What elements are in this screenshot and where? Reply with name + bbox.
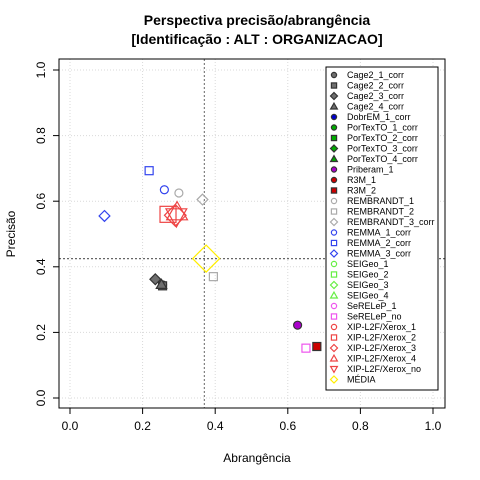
data-point — [98, 209, 111, 223]
legend-marker — [330, 82, 338, 89]
x-tick-label: 1.0 — [425, 419, 442, 433]
legend-marker — [330, 166, 338, 173]
x-tick-label: 0.0 — [62, 419, 79, 433]
legend-label: XIP-L2F/Xerox_1 — [347, 322, 416, 332]
legend-marker — [330, 187, 338, 194]
legend-label: Cage2_3_corr — [347, 91, 404, 101]
data-point — [208, 272, 218, 282]
legend-marker — [329, 101, 339, 110]
legend-label: Cage2_1_corr — [347, 70, 404, 80]
legend-label: R3M_1 — [347, 175, 376, 185]
legend-label: XIP-L2F/Xerox_4 — [347, 354, 416, 364]
chart-title-line2: [Identificação : ALT : ORGANIZACAO] — [131, 31, 382, 47]
data-point — [301, 343, 311, 353]
legend-label: REMMA_3_corr — [347, 249, 411, 259]
legend-label: REMBRANDT_3_corr — [347, 217, 435, 227]
y-tick-label: 1.0 — [34, 61, 48, 78]
legend-label: Priberam_1 — [347, 165, 394, 175]
legend-label: PorTexTO_3_corr — [347, 144, 418, 154]
legend-label: XIP-L2F/Xerox_2 — [347, 333, 416, 343]
y-tick-label: 0.0 — [34, 389, 48, 406]
legend-label: R3M_2 — [347, 186, 376, 196]
legend-marker — [329, 280, 339, 290]
data-point — [293, 320, 303, 330]
legend-marker — [329, 217, 339, 227]
y-tick-label: 0.6 — [34, 193, 48, 210]
chart-title-line1: Perspectiva precisão/abrangência — [144, 12, 371, 28]
x-tick-label: 0.6 — [279, 419, 296, 433]
legend-marker — [330, 334, 338, 341]
y-tick-label: 0.2 — [34, 324, 48, 341]
legend-marker — [330, 124, 338, 131]
legend-marker — [329, 249, 339, 258]
legend-label: XIP-L2F/Xerox_no — [347, 364, 421, 374]
legend-marker — [329, 353, 339, 362]
y-axis-label: Precisão — [4, 210, 18, 257]
data-point — [191, 244, 221, 273]
x-tick-label: 0.8 — [352, 419, 369, 433]
x-tick-label: 0.4 — [207, 419, 224, 433]
legend-label: SEIGeo_1 — [347, 259, 389, 269]
legend-marker — [329, 144, 339, 153]
legend-marker — [330, 134, 338, 142]
legend-marker — [329, 91, 339, 101]
data-point — [159, 185, 169, 195]
legend-label: XIP-L2F/Xerox_3 — [347, 343, 416, 353]
legend-marker — [330, 260, 338, 268]
legend-label: PorTexTO_4_corr — [347, 154, 418, 164]
plot-frame — [58, 58, 446, 409]
data-point — [165, 200, 189, 221]
legend-marker — [330, 302, 338, 310]
legend-marker — [329, 154, 339, 163]
legend-marker — [330, 197, 338, 205]
x-axis-label: Abrangência — [223, 451, 291, 465]
legend-marker — [330, 176, 338, 184]
legend-label: PorTexTO_2_corr — [347, 133, 418, 143]
legend-marker — [330, 271, 338, 278]
plot-area: 0.0 0.0 0.2 0.2 0.4 0.4 0.6 0.6 0.8 0.8 1.0 1.0 Cage… — [34, 58, 446, 433]
data-point — [174, 188, 184, 198]
legend-label: REMMA_1_corr — [347, 228, 411, 238]
legend-marker — [329, 290, 339, 299]
legend-label: SeRELeP_no — [347, 312, 402, 322]
data-point — [196, 193, 209, 206]
data-point — [159, 205, 177, 223]
legend-marker — [330, 239, 338, 247]
legend-marker — [330, 313, 338, 320]
legend-marker — [330, 71, 338, 79]
data-point — [149, 273, 162, 286]
legend-label: Cage2_2_corr — [347, 81, 404, 91]
legend-box — [325, 66, 439, 391]
legend-label: REMBRANDT_1 — [347, 196, 414, 206]
legend-label: SEIGeo_2 — [347, 270, 389, 280]
legend-marker — [329, 343, 339, 353]
y-tick-label: 0.4 — [34, 258, 48, 275]
legend-marker — [329, 375, 339, 384]
legend-label: PorTexTO_1_corr — [347, 123, 418, 133]
data-point — [144, 166, 154, 176]
data-point — [312, 341, 322, 352]
data-point — [164, 208, 188, 229]
legend-label: REMMA_2_corr — [347, 238, 411, 248]
y-tick-label: 0.8 — [34, 127, 48, 144]
legend-label: SEIGeo_4 — [347, 291, 389, 301]
legend-marker — [330, 113, 338, 121]
legend-marker — [330, 208, 338, 215]
data-point — [155, 278, 168, 290]
legend-label: DobrEM_1_corr — [347, 112, 411, 122]
legend-marker — [329, 365, 339, 374]
legend-label: REMBRANDT_2 — [347, 207, 414, 217]
legend-label: SEIGeo_3 — [347, 280, 389, 290]
x-tick-label: 0.2 — [134, 419, 151, 433]
legend-label: MÉDIA — [347, 375, 376, 385]
legend-marker — [330, 229, 338, 236]
legend-label: SeRELeP_1 — [347, 301, 397, 311]
legend-label: Cage2_4_corr — [347, 102, 404, 112]
legend-marker — [330, 323, 338, 331]
